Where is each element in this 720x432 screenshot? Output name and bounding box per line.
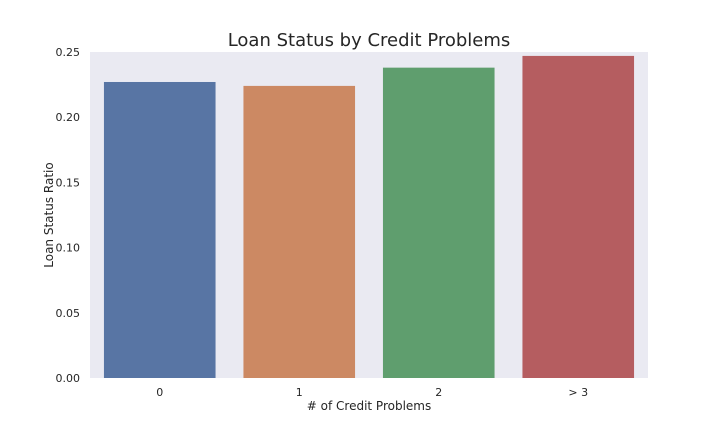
chart-title: Loan Status by Credit Problems [228,30,511,51]
x-tick-label: > 3 [568,386,588,399]
bar-0 [103,81,216,378]
bar-1 [243,85,356,379]
y-tick-label: 0.10 [56,242,81,255]
y-tick-label: 0.05 [56,307,81,320]
x-tick-label: 1 [296,386,303,399]
x-tick-label: 0 [156,386,163,399]
y-tick-label: 0.20 [56,111,81,124]
x-axis-label: # of Credit Problems [307,399,431,413]
bar-3 [522,55,635,379]
y-tick-label: 0.25 [56,46,81,59]
y-axis-label: Loan Status Ratio [42,162,56,267]
y-tick-label: 0.00 [56,372,81,385]
y-axis-ticks: 0.00 0.05 0.10 0.15 0.20 0.25 [56,46,81,385]
y-tick-label: 0.15 [56,176,81,189]
x-axis-ticks: 0 1 2 > 3 [156,386,588,399]
bar-2 [382,67,495,378]
x-tick-label: 2 [435,386,442,399]
bars-group [103,55,635,379]
